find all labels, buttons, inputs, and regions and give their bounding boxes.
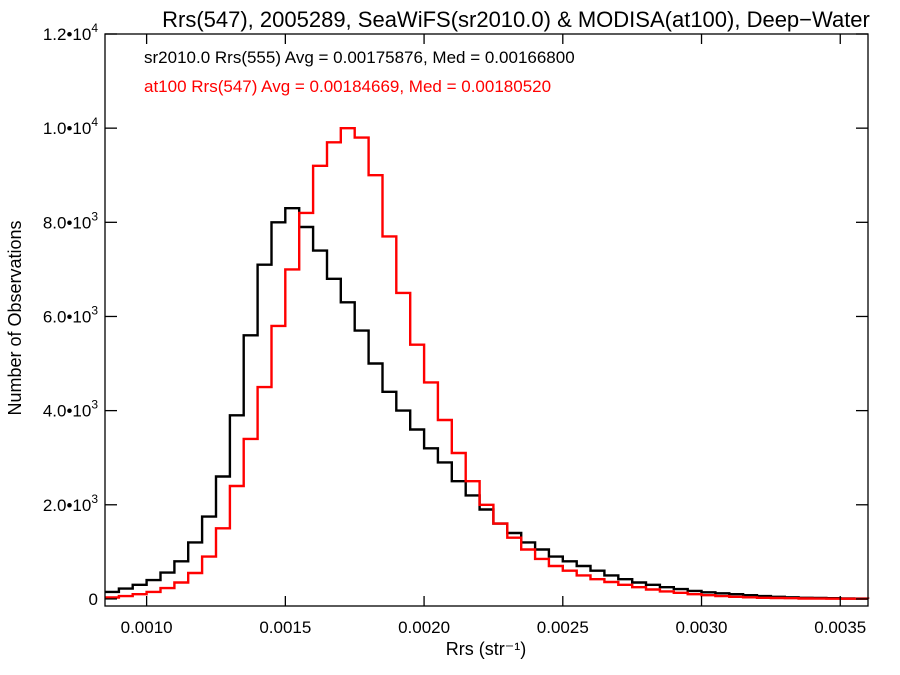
chart-title: Rrs(547), 2005289, SeaWiFS(sr2010.0) & M… [162,7,870,32]
y-tick-label: 6.0•103 [43,303,99,326]
x-tick-label: 0.0025 [537,618,589,637]
x-tick-label: 0.0030 [676,618,728,637]
x-axis-label: Rrs (str⁻¹) [446,639,526,659]
x-tick-label: 0.0015 [259,618,311,637]
y-tick-label: 1.2•104 [43,21,99,44]
x-axis: 0.0010 0.0015 0.0020 0.0025 0.0030 0.0035 [121,34,866,637]
annotation-sr2010: sr2010.0 Rrs(555) Avg = 0.00175876, Med … [144,48,575,67]
y-tick-exponent: 3 [91,492,98,506]
y-tick-exponent: 3 [91,398,98,412]
y-tick-label: 8.0•103 [43,209,99,232]
y-tick-mantissa: 0 [89,590,98,609]
series-layer [105,126,870,600]
y-tick-mantissa: 8.0•10 [43,213,92,232]
x-tick-label: 0.0020 [398,618,450,637]
y-axis-label: Number of Observations [5,220,25,415]
y-tick-exponent: 4 [91,21,98,35]
y-tick-mantissa: 4.0•10 [43,402,92,421]
plot-frame [104,33,869,607]
y-tick-label: 1.0•104 [43,115,99,138]
y-tick-mantissa: 6.0•10 [43,307,92,326]
y-tick-label: 2.0•103 [43,492,99,515]
series-at100-line [105,126,870,600]
y-tick-mantissa: 2.0•10 [43,496,92,515]
x-tick-label: 0.0035 [814,618,866,637]
y-tick-exponent: 3 [91,209,98,223]
y-tick-label: 0 [89,590,98,609]
y-axis: 02.0•1034.0•1036.0•1038.0•1031.0•1041.2•… [43,21,868,609]
y-tick-mantissa: 1.2•10 [43,25,92,44]
x-tick-label: 0.0010 [121,618,173,637]
y-tick-label: 4.0•103 [43,398,99,421]
y-tick-exponent: 4 [91,115,98,129]
y-tick-exponent: 3 [91,303,98,317]
annotation-at100: at100 Rrs(547) Avg = 0.00184669, Med = 0… [144,77,551,96]
y-tick-mantissa: 1.0•10 [43,119,92,138]
